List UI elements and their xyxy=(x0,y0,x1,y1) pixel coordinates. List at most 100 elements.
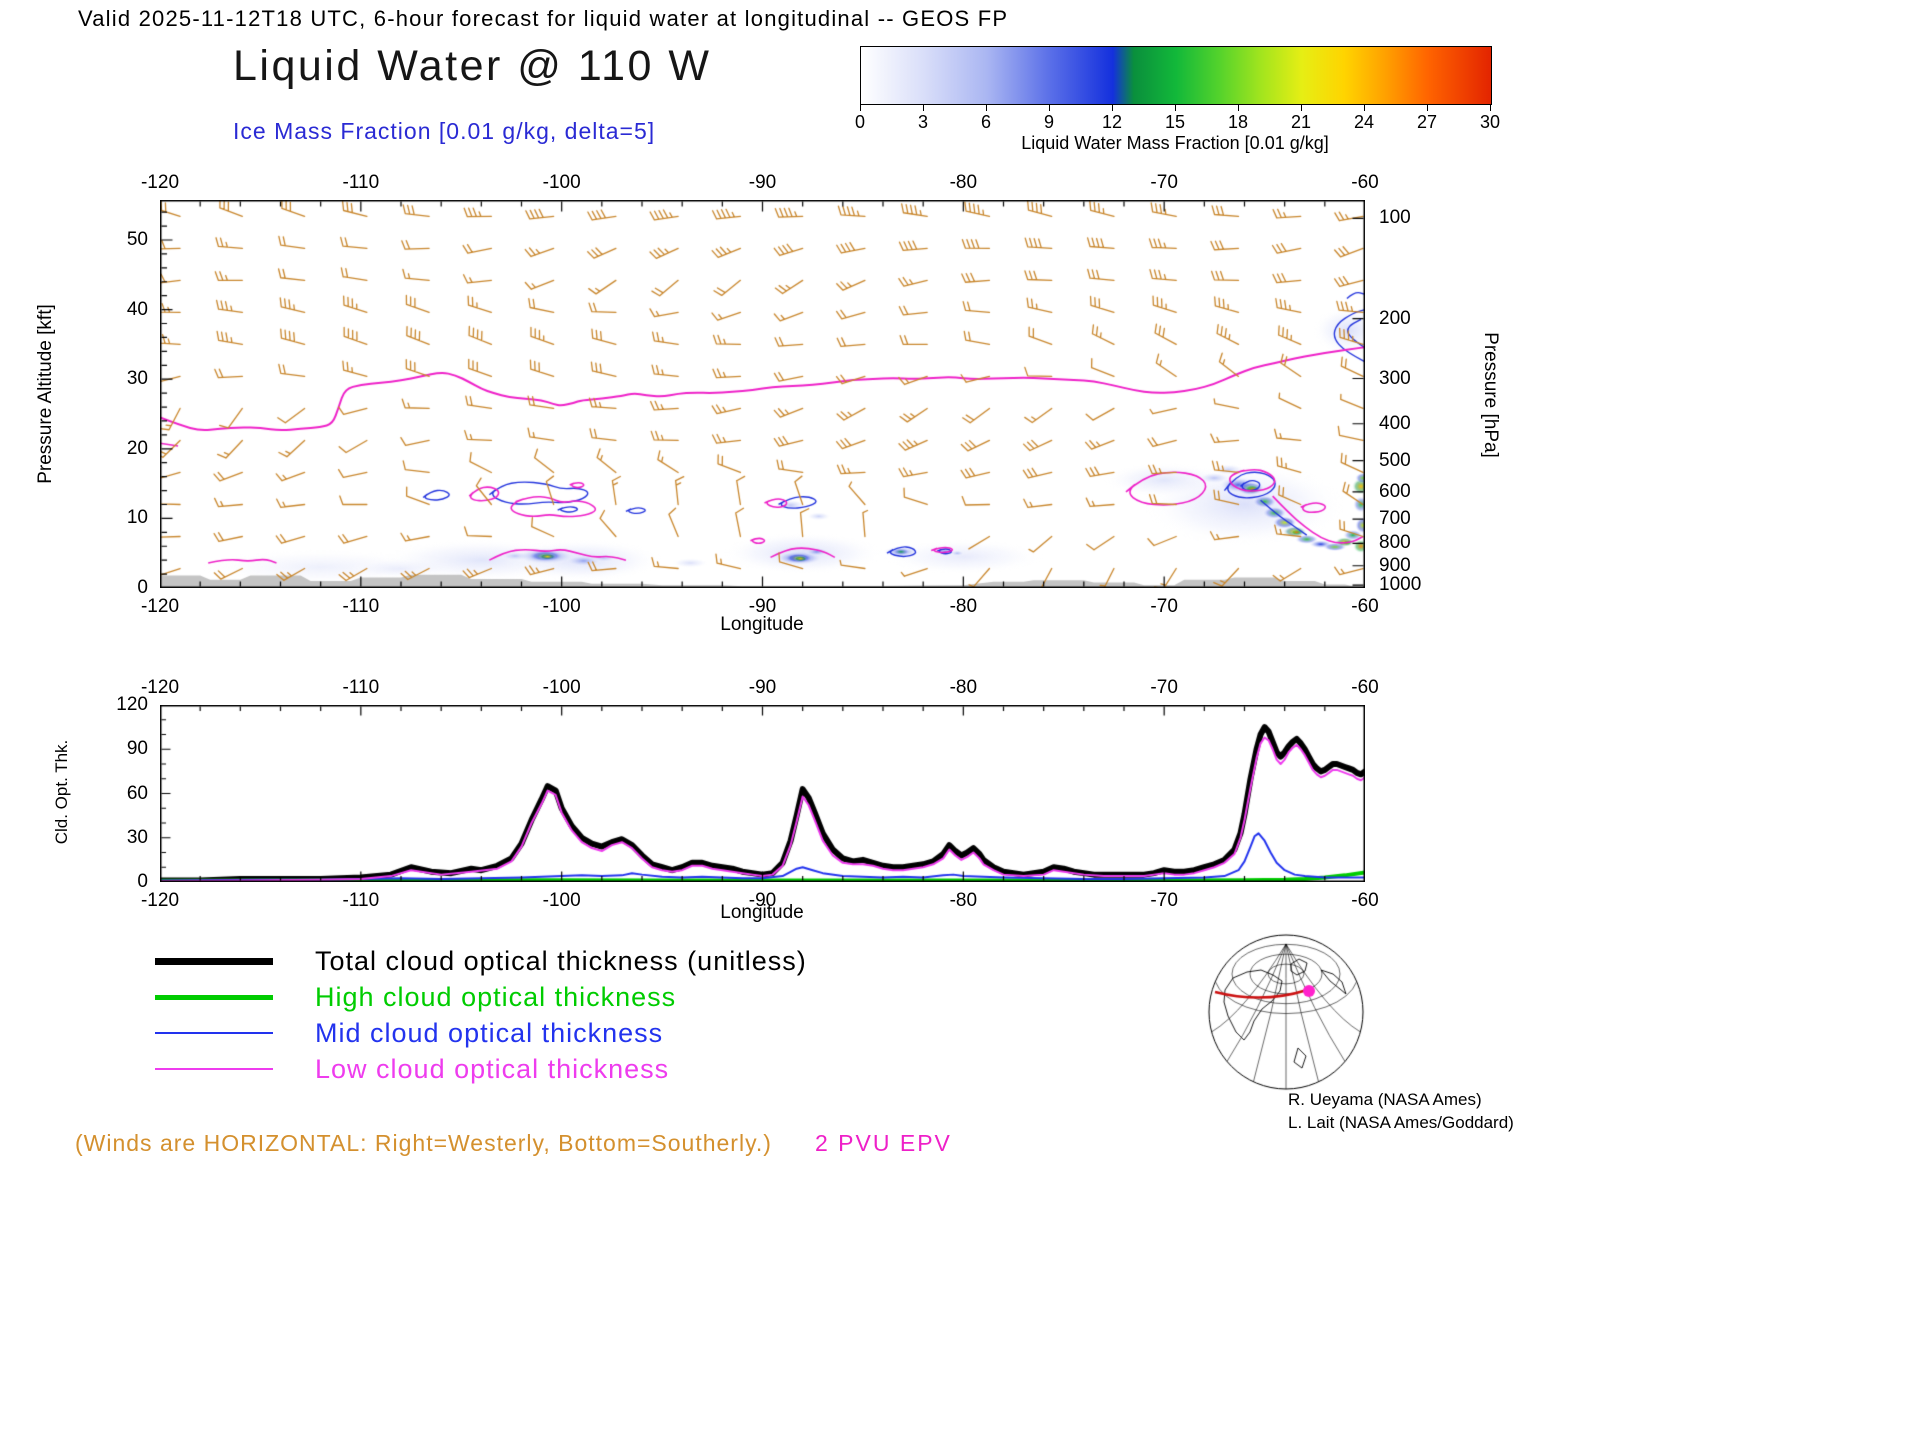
colorbar-tick xyxy=(1301,104,1302,111)
upper-x-tick-label-bottom: -110 xyxy=(342,596,380,617)
legend-line-total xyxy=(155,957,273,965)
credit-line-1: R. Ueyama (NASA Ames) xyxy=(1288,1090,1482,1109)
upper-x-tick-label-top: -60 xyxy=(1351,172,1379,193)
colorbar-tick xyxy=(860,104,861,111)
upper-x-tick-label-bottom: -90 xyxy=(748,596,777,617)
lower-x-tick-label-top: -120 xyxy=(140,677,180,698)
lower-x-tick-label-top: -100 xyxy=(542,677,581,698)
legend-label-high: High cloud optical thickness xyxy=(315,981,677,1012)
pressure-tick-label: 900 xyxy=(1379,554,1411,576)
colorbar-tick-label: 30 xyxy=(1479,112,1501,132)
colorbar-tick xyxy=(923,104,924,111)
lower-x-tick-label-bottom: -70 xyxy=(1150,890,1178,911)
upper-x-tick-label-top: -110 xyxy=(342,172,380,193)
lower-x-tick-label-top: -90 xyxy=(748,677,777,698)
cross-section-canvas xyxy=(160,200,1365,588)
colorbar-tick-label: 21 xyxy=(1290,112,1312,132)
credit-line-2: L. Lait (NASA Ames/Goddard) xyxy=(1288,1113,1514,1132)
upper-x-tick-label-top: -80 xyxy=(949,172,978,193)
legend-item-high: High cloud optical thickness xyxy=(155,980,676,1014)
colorbar-tick-label: 18 xyxy=(1227,112,1249,132)
lower-x-axis-label: Longitude xyxy=(720,902,804,923)
colorbar-tick xyxy=(1490,104,1491,111)
pressure-tick-label: 1000 xyxy=(1379,574,1422,596)
colorbar-tick-label: 9 xyxy=(1043,112,1055,132)
upper-right-axis-label: Pressure [hPa] xyxy=(1480,332,1501,458)
lower-y-tick-label: 120 xyxy=(116,694,148,715)
upper-x-tick-label-bottom: -100 xyxy=(542,596,581,617)
upper-x-tick-label-bottom: -80 xyxy=(949,596,978,617)
upper-y-tick-label: 30 xyxy=(126,368,148,390)
lower-y-tick-label: 0 xyxy=(137,871,148,892)
colorbar-tick xyxy=(1364,104,1365,111)
page-title: Liquid Water @ 110 W xyxy=(233,42,712,90)
colorbar-tick-label: 0 xyxy=(854,112,866,132)
colorbar-tick-label: 6 xyxy=(980,112,992,132)
colorbar-tick-label: 15 xyxy=(1164,112,1186,132)
upper-y-tick-label: 10 xyxy=(126,507,148,529)
colorbar-label: Liquid Water Mass Fraction [0.01 g/kg] xyxy=(1021,133,1329,153)
pressure-tick-label: 600 xyxy=(1379,480,1411,502)
upper-x-tick-label-top: -70 xyxy=(1150,172,1178,193)
colorbar-tick xyxy=(1238,104,1239,111)
lower-x-tick-label-top: -80 xyxy=(949,677,978,698)
pressure-tick-label: 100 xyxy=(1379,207,1411,229)
upper-y-axis-label: Pressure Altitude [kft] xyxy=(35,304,56,484)
legend-line-high xyxy=(155,994,273,1000)
lower-x-tick-label-bottom: -120 xyxy=(140,890,180,911)
upper-x-tick-label-bottom: -120 xyxy=(140,596,180,617)
upper-x-tick-label-top: -90 xyxy=(748,172,777,193)
pressure-tick-label: 700 xyxy=(1379,508,1411,530)
upper-x-tick-label-bottom: -70 xyxy=(1150,596,1178,617)
upper-x-tick-label-top: -100 xyxy=(542,172,581,193)
colorbar-tick xyxy=(1427,104,1428,111)
legend-label-total: Total cloud optical thickness (unitless) xyxy=(315,945,807,976)
legend-item-low: Low cloud optical thickness xyxy=(155,1052,669,1086)
upper-x-tick-label-top: -120 xyxy=(140,172,180,193)
lower-x-tick-label-top: -70 xyxy=(1150,677,1178,698)
upper-y-tick-label: 0 xyxy=(137,577,148,598)
pressure-tick-label: 200 xyxy=(1379,307,1411,329)
upper-x-tick-label-bottom: -60 xyxy=(1351,596,1379,617)
optical-thickness-canvas xyxy=(160,705,1365,882)
validity-header: Valid 2025-11-12T18 UTC, 6-hour forecast… xyxy=(78,6,1009,31)
lower-x-tick-label-bottom: -90 xyxy=(748,890,777,911)
colorbar-tick xyxy=(1175,104,1176,111)
upper-y-tick-label: 20 xyxy=(126,437,148,459)
pressure-tick-label: 800 xyxy=(1379,532,1411,554)
epv-label: 2 PVU EPV xyxy=(815,1130,952,1156)
colorbar-tick xyxy=(1112,104,1113,111)
lower-x-tick-label-bottom: -80 xyxy=(949,890,978,911)
legend-item-mid: Mid cloud optical thickness xyxy=(155,1016,663,1050)
colorbar-tick-label: 12 xyxy=(1101,112,1123,132)
pressure-tick-label: 300 xyxy=(1379,367,1411,389)
upper-y-tick-label: 40 xyxy=(126,298,148,320)
colorbar-gradient xyxy=(860,46,1492,105)
colorbar-tick-label: 3 xyxy=(917,112,929,132)
lower-y-tick-label: 60 xyxy=(126,782,148,804)
lower-x-tick-label-bottom: -60 xyxy=(1351,890,1379,911)
lower-y-tick-label: 30 xyxy=(126,826,148,848)
lower-x-tick-label-top: -110 xyxy=(342,677,380,698)
lower-y-tick-label: 90 xyxy=(126,738,148,760)
lower-y-axis-label: Cld. Opt. Thk. xyxy=(52,739,71,845)
legend-label-low: Low cloud optical thickness xyxy=(315,1053,670,1084)
lower-x-tick-label-bottom: -110 xyxy=(342,890,380,911)
globe-inset-map xyxy=(1203,928,1369,1094)
upper-y-tick-label: 50 xyxy=(126,229,148,250)
legend-item-total: Total cloud optical thickness (unitless) xyxy=(155,944,807,978)
lower-x-tick-label-top: -60 xyxy=(1351,677,1379,698)
colorbar-tick xyxy=(1049,104,1050,111)
lower-x-tick-label-bottom: -100 xyxy=(542,890,581,911)
legend-line-low xyxy=(155,1067,273,1071)
winds-note: (Winds are HORIZONTAL: Right=Westerly, B… xyxy=(75,1130,772,1156)
pressure-tick-label: 500 xyxy=(1379,449,1411,471)
legend-label-mid: Mid cloud optical thickness xyxy=(315,1017,664,1048)
colorbar-tick-label: 24 xyxy=(1353,112,1375,132)
legend-line-mid xyxy=(155,1031,273,1035)
ice-mass-subtitle: Ice Mass Fraction [0.01 g/kg, delta=5] xyxy=(233,118,656,144)
pressure-tick-label: 400 xyxy=(1379,412,1411,434)
colorbar-tick-label: 27 xyxy=(1416,112,1438,132)
colorbar-tick xyxy=(986,104,987,111)
